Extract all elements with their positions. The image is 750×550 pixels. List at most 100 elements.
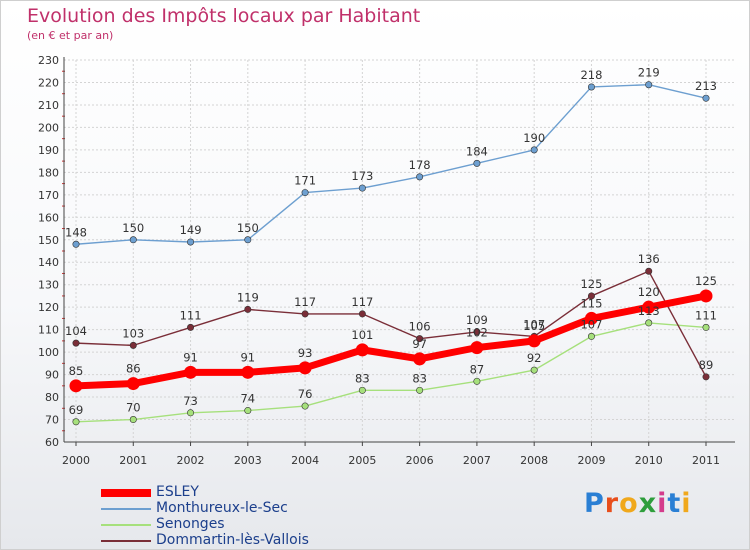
data-label-senonges: 76 — [298, 387, 313, 401]
series-line-monthureux-le-sec — [75, 84, 707, 245]
legend-label: ESLEY — [156, 484, 199, 500]
data-point-esley — [69, 379, 83, 393]
data-label-senonges: 69 — [69, 403, 84, 417]
axes: 60 70 80 90 100 110 120 130 140 150 160 170 180 190 20… — [38, 54, 735, 467]
grid-lines — [64, 59, 735, 443]
data-point-dommartin-les-vallois — [587, 292, 595, 300]
logo-letter: x — [638, 488, 658, 519]
x-tick-label: 2010 — [635, 454, 663, 467]
data-point-senonges — [416, 386, 424, 394]
data-label-dommartin-les-vallois: 104 — [65, 324, 87, 338]
x-tick-label: 2003 — [234, 454, 262, 467]
data-point-dommartin-les-vallois — [358, 310, 366, 318]
data-label-senonges: 70 — [126, 401, 141, 415]
data-point-monthureux-le-sec — [702, 94, 710, 102]
data-label-monthureux-le-sec: 150 — [237, 221, 259, 235]
data-point-senonges — [358, 386, 366, 394]
x-tick-label: 2002 — [177, 454, 205, 467]
y-tick-label: 120 — [38, 301, 59, 314]
data-point-esley — [527, 334, 541, 348]
data-label-dommartin-les-vallois: 103 — [122, 326, 144, 340]
data-label-dommartin-les-vallois: 106 — [409, 320, 431, 334]
data-point-dommartin-les-vallois — [301, 310, 309, 318]
legend-label: Monthureux-le-Sec — [156, 500, 288, 516]
data-point-senonges — [244, 407, 252, 415]
data-label-monthureux-le-sec: 178 — [409, 158, 431, 172]
legend-swatch — [101, 540, 151, 542]
x-tick-label: 2006 — [406, 454, 434, 467]
data-point-dommartin-les-vallois — [244, 305, 252, 313]
x-tick-label: 2004 — [291, 454, 319, 467]
y-tick-label: 220 — [38, 76, 59, 89]
logo-letter: i — [657, 488, 668, 519]
data-point-monthureux-le-sec — [587, 83, 595, 91]
y-tick-label: 70 — [45, 414, 59, 427]
data-label-monthureux-le-sec: 150 — [122, 221, 144, 235]
chart-title: Evolution des Impôts locaux par Habitant — [27, 5, 421, 27]
data-label-dommartin-les-vallois: 117 — [294, 295, 316, 309]
data-point-esley — [241, 365, 255, 379]
proxiti-logo: Proxiti — [584, 488, 692, 519]
data-label-esley: 86 — [126, 362, 141, 376]
y-tick-label: 200 — [38, 121, 59, 134]
x-tick-label: 2007 — [463, 454, 491, 467]
series-line-esley — [72, 292, 710, 390]
chart-subtitle: (en € et par an) — [27, 29, 114, 42]
data-label-dommartin-les-vallois: 117 — [351, 295, 373, 309]
data-point-senonges — [587, 332, 595, 340]
y-tick-label: 130 — [38, 279, 59, 292]
data-point-esley — [642, 300, 656, 314]
series-line-senonges — [75, 322, 707, 423]
data-label-esley: 125 — [695, 274, 717, 288]
data-label-dommartin-les-vallois: 111 — [180, 308, 202, 322]
y-tick-label: 100 — [38, 346, 59, 359]
data-label-dommartin-les-vallois: 136 — [638, 252, 660, 266]
data-point-dommartin-les-vallois — [129, 341, 137, 349]
legend-label: Senonges — [156, 516, 225, 532]
data-label-esley: 101 — [351, 328, 373, 342]
data-label-dommartin-les-vallois: 119 — [237, 290, 259, 304]
data-point-monthureux-le-sec — [530, 146, 538, 154]
data-point-esley — [298, 361, 312, 375]
data-point-dommartin-les-vallois — [473, 328, 481, 336]
data-label-senonges: 111 — [695, 308, 717, 322]
data-label-esley: 91 — [240, 350, 255, 364]
data-label-senonges: 87 — [470, 362, 485, 376]
data-point-esley — [355, 343, 369, 357]
data-label-senonges: 92 — [527, 351, 542, 365]
logo-letter: o — [619, 488, 639, 519]
y-tick-label: 80 — [45, 391, 59, 404]
data-point-dommartin-les-vallois — [645, 267, 653, 275]
data-label-senonges: 113 — [638, 304, 660, 318]
x-tick-label: 2009 — [577, 454, 605, 467]
data-label-monthureux-le-sec: 171 — [294, 174, 316, 188]
y-tick-label: 140 — [38, 256, 59, 269]
y-tick-label: 230 — [38, 54, 59, 67]
data-point-monthureux-le-sec — [187, 238, 195, 246]
data-point-dommartin-les-vallois — [416, 335, 424, 343]
y-tick-label: 190 — [38, 144, 59, 157]
y-tick-label: 110 — [38, 324, 59, 337]
logo-letter: t — [667, 488, 682, 519]
x-tick-label: 2011 — [692, 454, 720, 467]
data-label-monthureux-le-sec: 213 — [695, 79, 717, 93]
y-tick-label: 150 — [38, 234, 59, 247]
data-point-monthureux-le-sec — [473, 159, 481, 167]
series-line-dommartin-les-vallois — [75, 270, 707, 378]
data-label-monthureux-le-sec: 149 — [180, 223, 202, 237]
data-point-senonges — [129, 416, 137, 424]
data-labels: 148 150 149 150 171 173 178 184 190 218 219 213 69 70… — [65, 66, 717, 417]
legend-swatch — [101, 508, 151, 510]
data-label-esley: 93 — [298, 346, 313, 360]
data-point-monthureux-le-sec — [301, 189, 309, 197]
y-tick-label: 210 — [38, 99, 59, 112]
data-label-dommartin-les-vallois: 107 — [523, 317, 545, 331]
legend-swatch — [101, 489, 151, 497]
data-label-monthureux-le-sec: 184 — [466, 144, 488, 158]
data-label-esley: 105 — [523, 319, 545, 333]
data-point-esley — [699, 289, 713, 303]
data-label-esley: 115 — [580, 296, 602, 310]
x-tick-label: 2005 — [348, 454, 376, 467]
